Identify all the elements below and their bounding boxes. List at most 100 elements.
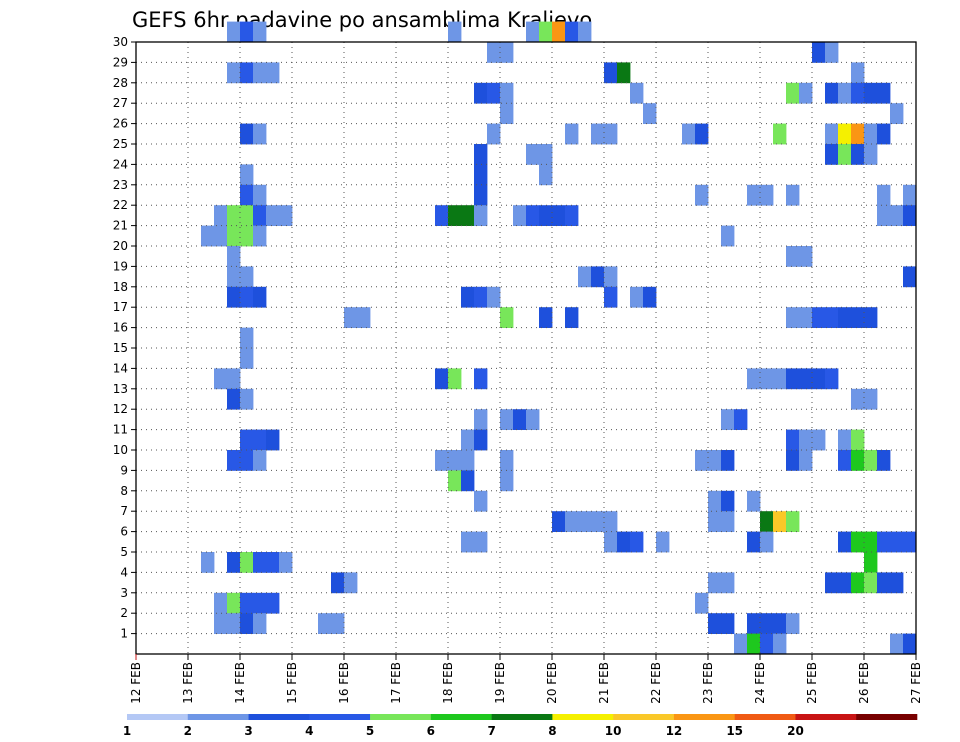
heatmap-cell (240, 286, 254, 308)
heatmap-cell (799, 307, 813, 328)
x-tick-label: 12 FEB (129, 662, 143, 704)
heatmap-cell (786, 429, 800, 451)
heatmap-cell (214, 592, 228, 614)
heatmap-cell (240, 225, 254, 247)
colorbar-segment (795, 714, 857, 720)
x-tick-label: 18 FEB (441, 662, 455, 704)
heatmap-cell (266, 429, 280, 451)
heatmap-cell (773, 368, 787, 390)
heatmap-cell (513, 205, 527, 226)
colorbar-segment (127, 714, 189, 720)
heatmap-cell (851, 82, 865, 104)
heatmap-cell (903, 633, 917, 655)
heatmap-cell (630, 286, 644, 308)
heatmap-cell (448, 21, 462, 43)
colorbar-label: 2 (184, 724, 192, 738)
y-tick-label: 25 (113, 137, 128, 151)
heatmap-cell (760, 613, 774, 634)
heatmap-cell (682, 123, 696, 145)
heatmap-cell (877, 123, 891, 145)
heatmap-cell (890, 633, 904, 655)
heatmap-cell (448, 470, 462, 492)
heatmap-cell (227, 266, 241, 288)
heatmap-cell (890, 531, 904, 553)
heatmap-cell (487, 286, 501, 308)
heatmap-cell (214, 205, 228, 226)
heatmap-cell (721, 572, 735, 594)
heatmap-cell (240, 327, 254, 349)
heatmap-cell (786, 511, 800, 532)
heatmap-cell (812, 307, 826, 328)
x-tick-label: 22 FEB (649, 662, 663, 704)
heatmap-cell (227, 62, 241, 84)
heatmap-cell (448, 368, 462, 390)
heatmap-cell (474, 144, 488, 165)
heatmap-cell (721, 490, 735, 512)
heatmap-cell (253, 613, 267, 634)
heatmap-cell (708, 490, 722, 512)
heatmap-cell (565, 123, 579, 145)
heatmap-cell (500, 307, 514, 328)
y-tick-label: 24 (113, 157, 128, 171)
heatmap-cell (864, 388, 878, 410)
heatmap-cell (240, 266, 254, 288)
heatmap-cell (786, 307, 800, 328)
heatmap-cell (799, 429, 813, 451)
heatmap-cell (474, 531, 488, 553)
heatmap-cell (656, 531, 670, 553)
colorbar-label: 1 (123, 724, 131, 738)
y-tick-label: 20 (113, 239, 128, 253)
heatmap-cell (214, 368, 228, 390)
heatmap-cell (851, 531, 865, 553)
x-axis: 12 FEB 13 FEB 14 FEB 15 FEB 16 FEB 17 FEB 18 F… (129, 654, 923, 704)
heatmap-cell (435, 205, 449, 226)
colorbar-label: 12 (666, 724, 683, 738)
heatmap-cell (617, 62, 631, 84)
y-tick-label: 22 (113, 198, 128, 212)
heatmap-cell (344, 307, 358, 328)
heatmap-cell (539, 21, 553, 43)
heatmap-cell (877, 205, 891, 226)
heatmap-cell (227, 368, 241, 390)
heatmap-cell (474, 409, 488, 430)
y-tick-label: 15 (113, 341, 128, 355)
heatmap-cell (786, 82, 800, 104)
heatmap-cell (825, 572, 839, 594)
heatmap-cell (760, 511, 774, 532)
heatmap-cell (344, 572, 358, 594)
heatmap-cells (201, 21, 917, 655)
heatmap-cell (591, 511, 605, 532)
heatmap-cell (877, 82, 891, 104)
heatmap-cell (357, 307, 371, 328)
y-tick-label: 19 (113, 259, 128, 273)
heatmap-cell (734, 633, 748, 655)
heatmap-cell (240, 123, 254, 145)
heatmap-cell (565, 205, 579, 226)
y-tick-label: 3 (120, 586, 128, 600)
heatmap-cell (604, 286, 618, 308)
chart-title: GEFS 6hr padavine po ansamblima Kraljevo (132, 8, 592, 32)
heatmap-cell (851, 123, 865, 145)
heatmap-cell (838, 572, 852, 594)
x-tick-label: 26 FEB (857, 662, 871, 704)
heatmap-cell (240, 184, 254, 206)
heatmap-cell (526, 205, 540, 226)
heatmap-cell (227, 450, 241, 471)
y-tick-label: 10 (113, 443, 128, 457)
y-tick-label: 1 (120, 627, 128, 641)
heatmap-cell (812, 429, 826, 451)
heatmap-cell (214, 225, 228, 247)
heatmap-cell (695, 450, 709, 471)
x-tick-label: 15 FEB (285, 662, 299, 704)
heatmap-cell (760, 633, 774, 655)
colorbar-segment (309, 714, 371, 720)
y-tick-label: 12 (113, 402, 128, 416)
heatmap-cell (500, 409, 514, 430)
heatmap-cell (201, 225, 215, 247)
heatmap-cell (877, 572, 891, 594)
heatmap-cell (539, 205, 553, 226)
heatmap-cell (721, 225, 735, 247)
heatmap-cell (552, 511, 566, 532)
heatmap-cell (799, 82, 813, 104)
heatmap-cell (253, 450, 267, 471)
